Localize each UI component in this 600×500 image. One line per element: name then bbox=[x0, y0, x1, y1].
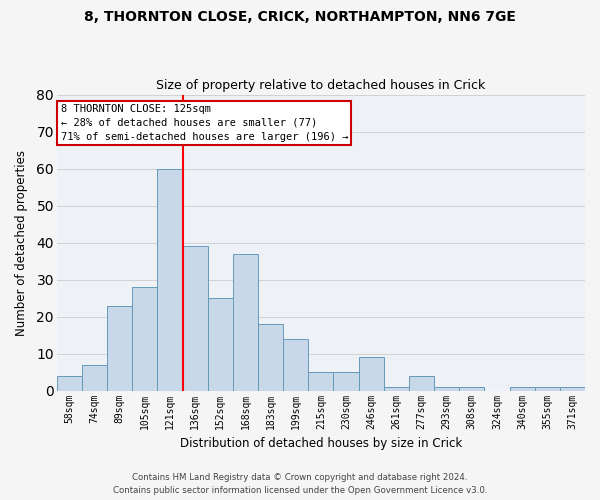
Text: 8, THORNTON CLOSE, CRICK, NORTHAMPTON, NN6 7GE: 8, THORNTON CLOSE, CRICK, NORTHAMPTON, N… bbox=[84, 10, 516, 24]
Y-axis label: Number of detached properties: Number of detached properties bbox=[15, 150, 28, 336]
X-axis label: Distribution of detached houses by size in Crick: Distribution of detached houses by size … bbox=[180, 437, 462, 450]
Text: 8 THORNTON CLOSE: 125sqm
← 28% of detached houses are smaller (77)
71% of semi-d: 8 THORNTON CLOSE: 125sqm ← 28% of detach… bbox=[61, 104, 348, 142]
Bar bbox=[509, 387, 535, 390]
Bar bbox=[57, 376, 82, 390]
Bar bbox=[283, 339, 308, 390]
Bar bbox=[132, 287, 157, 391]
Bar bbox=[182, 246, 208, 390]
Bar bbox=[82, 364, 107, 390]
Bar bbox=[384, 387, 409, 390]
Bar bbox=[359, 358, 384, 390]
Title: Size of property relative to detached houses in Crick: Size of property relative to detached ho… bbox=[156, 79, 485, 92]
Bar bbox=[434, 387, 459, 390]
Bar bbox=[233, 254, 258, 390]
Bar bbox=[535, 387, 560, 390]
Bar bbox=[459, 387, 484, 390]
Bar bbox=[157, 168, 182, 390]
Bar bbox=[258, 324, 283, 390]
Text: Contains HM Land Registry data © Crown copyright and database right 2024.
Contai: Contains HM Land Registry data © Crown c… bbox=[113, 474, 487, 495]
Bar bbox=[308, 372, 334, 390]
Bar bbox=[334, 372, 359, 390]
Bar bbox=[560, 387, 585, 390]
Bar bbox=[107, 306, 132, 390]
Bar bbox=[409, 376, 434, 390]
Bar bbox=[208, 298, 233, 390]
